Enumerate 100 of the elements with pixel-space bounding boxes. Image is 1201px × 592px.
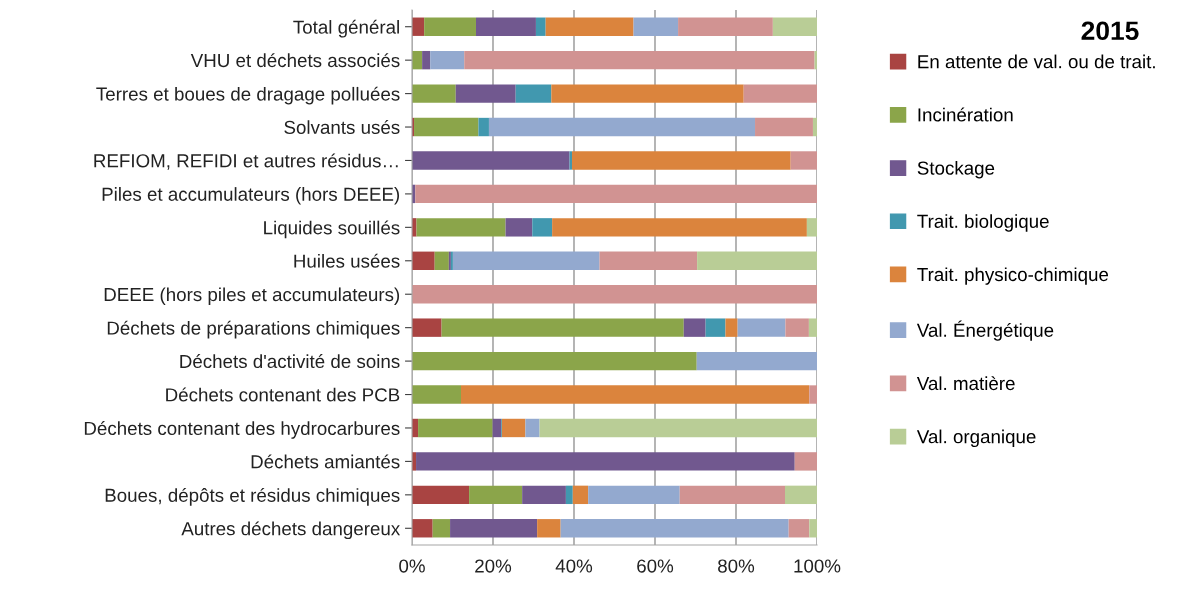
bar (415, 184, 817, 204)
bar (788, 519, 810, 538)
bar (412, 251, 435, 270)
bar (532, 218, 553, 237)
y-tick-label: DEEE (hors piles et accumulateurs) (104, 287, 400, 305)
bar (501, 418, 526, 438)
bar (537, 519, 561, 538)
bar (492, 418, 502, 438)
x-tick-label: 100% (794, 559, 841, 573)
x-tick-label: 40% (555, 559, 593, 573)
bar (475, 17, 536, 36)
bar (452, 251, 600, 270)
y-tick-label: Solvants usés (284, 120, 400, 135)
text: 2015 (1081, 21, 1139, 41)
bar (515, 84, 552, 103)
bar (737, 318, 786, 337)
y-tick-label: Total général (293, 19, 399, 38)
legend-label: Trait. physico-chimique (917, 267, 1109, 285)
legend-label: Trait. biologique (917, 214, 1049, 232)
bar (424, 17, 476, 36)
bar (434, 251, 449, 270)
bar (412, 318, 442, 337)
bar (432, 519, 451, 538)
y-tick-label: VHU et déchets associés (190, 53, 400, 68)
bar (464, 50, 815, 70)
bar (441, 318, 684, 337)
bar (488, 117, 756, 137)
bar (461, 385, 810, 404)
bar (416, 452, 795, 471)
y-tick-label: Terres et boues de dragage polluées (96, 86, 400, 105)
bar (412, 485, 470, 505)
bar (599, 251, 698, 270)
bar (412, 285, 817, 304)
bar (755, 117, 813, 137)
y-tick-label: Déchets d'activité de soins (180, 354, 400, 369)
legend-label: Val. organique (916, 429, 1036, 448)
bar (785, 485, 817, 505)
bar (560, 519, 789, 538)
y-tick-label: Boues, dépôts et résidus chimiques (105, 487, 400, 506)
bar (539, 418, 817, 438)
bar (794, 452, 817, 471)
bar (785, 318, 809, 337)
bar (525, 418, 540, 438)
bar (455, 84, 516, 103)
legend-label: Stockage (917, 160, 995, 179)
bar (633, 17, 679, 36)
bar (812, 117, 817, 137)
bar (696, 351, 817, 371)
bar (683, 318, 706, 337)
y-tick-label: Déchets contenant des hydrocarbures (84, 421, 400, 439)
bar (806, 218, 817, 237)
bar (412, 84, 456, 103)
bar (705, 318, 726, 337)
bar (809, 519, 817, 538)
bar (772, 17, 817, 36)
y-tick-label: Huiles usées (294, 253, 400, 268)
bar (535, 17, 546, 36)
legend-label: Incinération (918, 107, 1013, 122)
bar (450, 519, 538, 538)
bar (412, 351, 697, 371)
bar (418, 418, 493, 438)
bar (808, 318, 817, 337)
bar (725, 318, 738, 337)
x-tick-label: 60% (637, 559, 674, 573)
bar (790, 151, 817, 170)
x-tick-label: 80% (718, 559, 755, 573)
x-tick-label: 20% (475, 559, 512, 573)
bar (571, 151, 791, 170)
bar (478, 117, 489, 137)
bar (422, 50, 431, 70)
bar (412, 519, 433, 538)
y-tick-label: Déchets amiantés (251, 454, 400, 469)
bar (809, 385, 817, 404)
legend-label: En attente de val. ou de trait. (918, 54, 1155, 69)
bar (416, 218, 506, 237)
y-tick-label: Autres déchets dangereux (181, 521, 401, 540)
bar (522, 485, 566, 505)
bar (588, 485, 680, 505)
bar (545, 17, 634, 36)
bar (552, 218, 807, 237)
y-tick-label: Déchets contenant des PCB (166, 387, 400, 402)
legend-label: Val. matière (916, 376, 1015, 391)
bar (743, 84, 817, 103)
legend-label: Val. Énergétique (916, 320, 1054, 341)
y-tick-label: Liquides souillés (264, 220, 400, 239)
bar (412, 151, 570, 170)
bar (572, 485, 589, 505)
bar (414, 117, 479, 137)
y-tick-label: REFIOM, REFIDI et autres résidus… (94, 153, 398, 170)
bar (678, 17, 773, 36)
bar (430, 50, 465, 70)
x-tick-label: 0% (399, 559, 425, 573)
bar (679, 485, 786, 505)
y-tick-label: Déchets de préparations chimiques (107, 320, 400, 339)
bar (565, 485, 573, 505)
y-tick-label: Piles et accumulateurs (hors DEEE) (102, 187, 400, 205)
bar (551, 84, 744, 103)
bar (505, 218, 533, 237)
bar (469, 485, 523, 505)
bar (412, 385, 462, 404)
